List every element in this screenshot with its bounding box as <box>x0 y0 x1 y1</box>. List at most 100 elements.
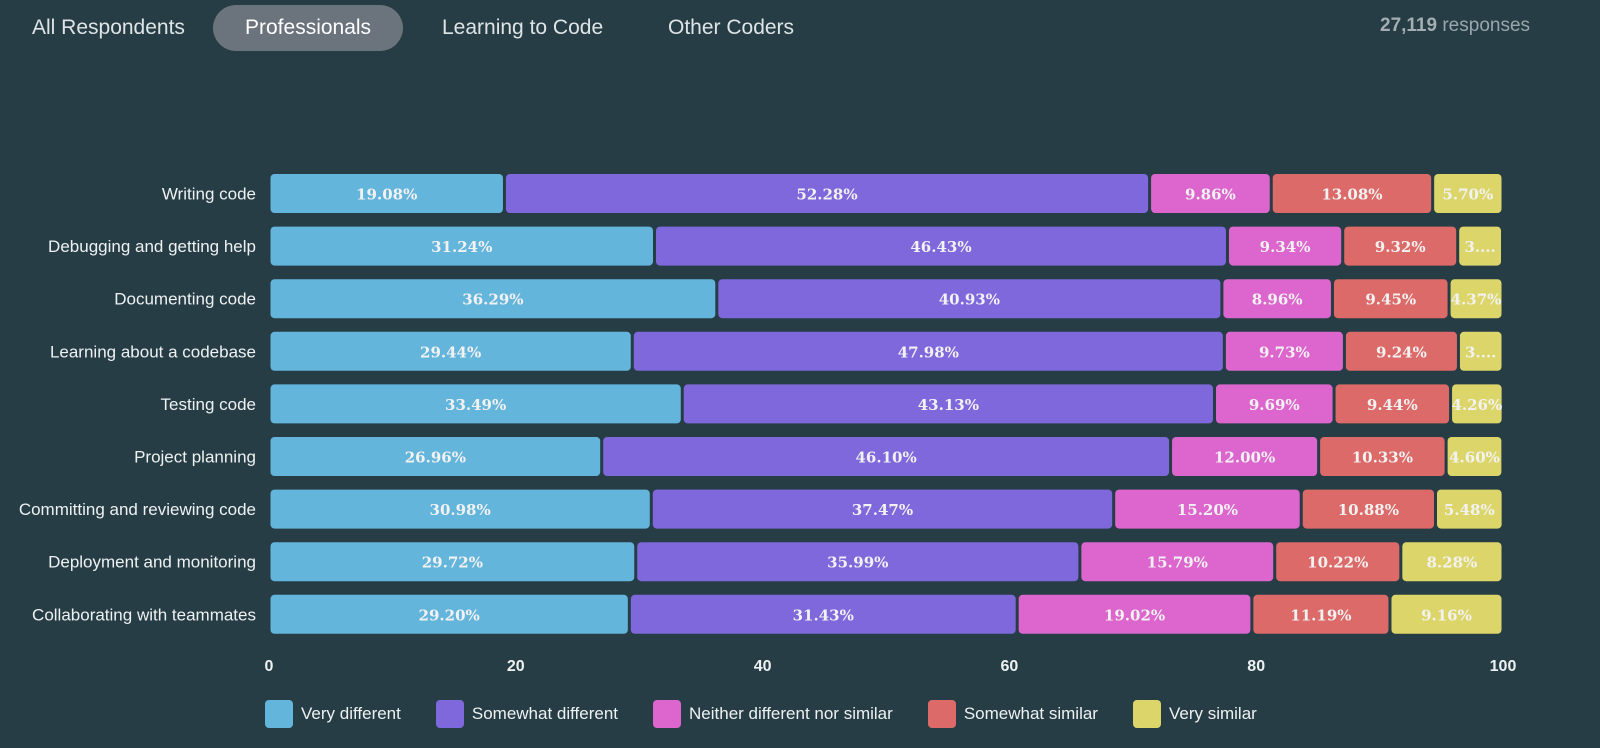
bar-segment[interactable]: 9.24% <box>1345 331 1457 371</box>
bar-segment[interactable]: 9.16% <box>1391 594 1502 634</box>
bar-rect[interactable] <box>1447 437 1502 476</box>
bar-segment[interactable]: 15.20% <box>1115 489 1300 529</box>
bar-segment[interactable]: 33.49% <box>270 384 681 424</box>
bar-segment[interactable]: 31.43% <box>630 594 1016 634</box>
bar-rect[interactable] <box>630 594 1016 634</box>
bar-rect[interactable] <box>683 384 1213 424</box>
bar-segment[interactable]: 19.02% <box>1018 594 1251 634</box>
legend-item[interactable]: Neither different nor similar <box>653 700 893 728</box>
bar-segment[interactable]: 30.98% <box>270 489 650 529</box>
bar-segment[interactable]: 3.... <box>1459 331 1502 371</box>
bar-rect[interactable] <box>1228 226 1342 266</box>
bar-rect[interactable] <box>1434 174 1502 213</box>
bar-rect[interactable] <box>1450 279 1502 319</box>
data-label: 9.86% <box>1185 186 1236 204</box>
bar-rect[interactable] <box>1151 174 1270 213</box>
bar-segment[interactable]: 15.79% <box>1081 542 1274 582</box>
bar-rect[interactable] <box>505 174 1149 213</box>
bar-rect[interactable] <box>1344 226 1457 266</box>
bar-rect[interactable] <box>633 331 1223 371</box>
bar-segment[interactable]: 37.47% <box>652 489 1113 529</box>
bar-rect[interactable] <box>1276 542 1400 582</box>
tab-all-respondents[interactable]: All Respondents <box>32 16 185 39</box>
bar-segment[interactable]: 9.34% <box>1228 226 1342 266</box>
bar-segment[interactable]: 10.22% <box>1276 542 1400 582</box>
bar-rect[interactable] <box>1215 384 1333 424</box>
bar-rect[interactable] <box>1333 279 1448 319</box>
bar-rect[interactable] <box>1402 542 1502 582</box>
bar-rect[interactable] <box>1320 437 1445 476</box>
bar-segment[interactable]: 8.28% <box>1402 542 1502 582</box>
bar-segment[interactable]: 9.45% <box>1333 279 1448 319</box>
bar-segment[interactable]: 46.10% <box>603 437 1170 476</box>
bar-segment[interactable]: 3.... <box>1459 226 1502 266</box>
bar-rect[interactable] <box>656 226 1226 266</box>
bar-rect[interactable] <box>1272 174 1432 213</box>
bar-rect[interactable] <box>270 594 628 634</box>
bar-segment[interactable]: 47.98% <box>633 331 1223 371</box>
bar-rect[interactable] <box>1452 384 1502 424</box>
bar-rect[interactable] <box>1253 594 1389 634</box>
bar-segment[interactable]: 36.29% <box>270 279 716 319</box>
bar-segment[interactable]: 46.43% <box>656 226 1226 266</box>
bar-segment[interactable]: 8.96% <box>1223 279 1331 319</box>
bar-segment[interactable]: 31.24% <box>270 226 654 266</box>
bar-rect[interactable] <box>637 542 1079 582</box>
bar-segment[interactable]: 5.48% <box>1437 489 1502 529</box>
bar-segment[interactable]: 9.86% <box>1151 174 1270 213</box>
tab-other-coders[interactable]: Other Coders <box>668 16 795 39</box>
legend-item[interactable]: Somewhat similar <box>927 700 1098 728</box>
legend-item[interactable]: Very different <box>265 700 401 728</box>
bar-rect[interactable] <box>1223 279 1331 319</box>
tab-professionals[interactable]: Professionals <box>213 5 404 51</box>
bar-rect[interactable] <box>1302 489 1435 529</box>
bar-rect[interactable] <box>1459 226 1502 266</box>
bar-rect[interactable] <box>270 437 601 476</box>
bar-segment[interactable]: 9.44% <box>1335 384 1450 424</box>
bar-segment[interactable]: 4.37% <box>1450 279 1502 319</box>
bar-rect[interactable] <box>270 226 654 266</box>
legend-item[interactable]: Very similar <box>1132 700 1257 728</box>
bar-rect[interactable] <box>270 279 716 319</box>
bar-segment[interactable]: 9.69% <box>1215 384 1333 424</box>
bar-segment[interactable]: 10.33% <box>1320 437 1445 476</box>
bar-segment[interactable]: 29.72% <box>270 542 635 582</box>
bar-segment[interactable]: 4.60% <box>1447 437 1502 476</box>
bar-segment[interactable]: 35.99% <box>637 542 1079 582</box>
bar-rect[interactable] <box>270 489 650 529</box>
bar-rect[interactable] <box>270 542 635 582</box>
bar-rect[interactable] <box>1018 594 1251 634</box>
bar-segment[interactable]: 10.88% <box>1302 489 1435 529</box>
bar-rect[interactable] <box>1345 331 1457 371</box>
bar-segment[interactable]: 13.08% <box>1272 174 1432 213</box>
bar-segment[interactable]: 12.00% <box>1172 437 1318 476</box>
tab-learning-to-code[interactable]: Learning to Code <box>442 16 604 39</box>
bar-segment[interactable]: 43.13% <box>683 384 1213 424</box>
bar-rect[interactable] <box>1225 331 1343 371</box>
bar-segment[interactable]: 29.44% <box>270 331 631 371</box>
bar-rect[interactable] <box>652 489 1113 529</box>
bar-rect[interactable] <box>1391 594 1502 634</box>
bar-rect[interactable] <box>1081 542 1274 582</box>
bar-rect[interactable] <box>1115 489 1300 529</box>
bar-segment[interactable]: 9.32% <box>1344 226 1457 266</box>
bar-rect[interactable] <box>603 437 1170 476</box>
bar-rect[interactable] <box>1172 437 1318 476</box>
bar-rect[interactable] <box>270 331 631 371</box>
bar-segment[interactable]: 26.96% <box>270 437 601 476</box>
bar-rect[interactable] <box>718 279 1221 319</box>
bar-segment[interactable]: 5.70% <box>1434 174 1502 213</box>
bar-rect[interactable] <box>270 174 503 213</box>
bar-segment[interactable]: 9.73% <box>1225 331 1343 371</box>
bar-segment[interactable]: 52.28% <box>505 174 1149 213</box>
legend-item[interactable]: Somewhat different <box>435 700 618 728</box>
bar-rect[interactable] <box>1459 331 1502 371</box>
bar-segment[interactable]: 4.26% <box>1451 384 1502 424</box>
bar-segment[interactable]: 29.20% <box>270 594 628 634</box>
bar-segment[interactable]: 11.19% <box>1253 594 1389 634</box>
bar-rect[interactable] <box>270 384 681 424</box>
bar-rect[interactable] <box>1437 489 1502 529</box>
bar-rect[interactable] <box>1335 384 1450 424</box>
bar-segment[interactable]: 40.93% <box>718 279 1221 319</box>
bar-segment[interactable]: 19.08% <box>270 174 503 213</box>
